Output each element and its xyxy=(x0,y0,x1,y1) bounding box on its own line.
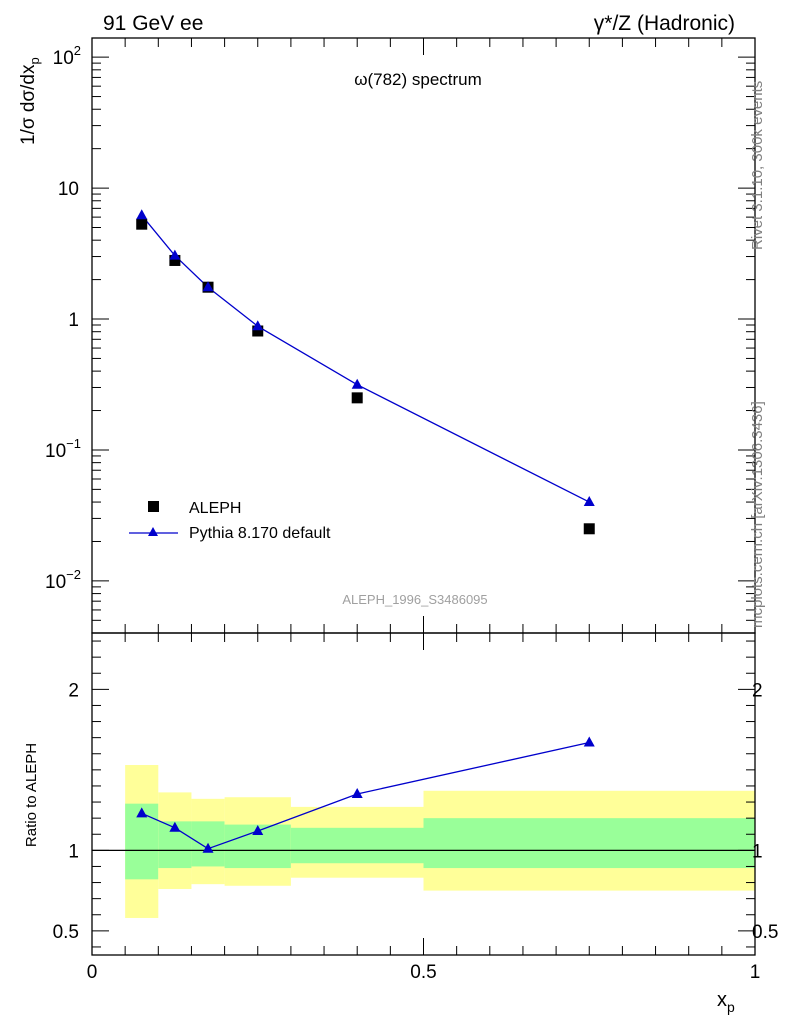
mc-point xyxy=(169,249,181,260)
ratio-mc-point xyxy=(169,821,181,832)
main-ytick-label-exp: −1 xyxy=(66,436,81,451)
ratio-marks xyxy=(136,736,595,853)
ratio-ticks: 0.5 0.5 1 1 2 2 0 0.5 1 xyxy=(53,633,778,983)
ratio-xlabel: xp xyxy=(717,989,735,1015)
side-label-top: Rivet 3.1.10, 300k events xyxy=(749,81,766,250)
main-ytick-label: 1 xyxy=(68,310,79,331)
data-point-aleph xyxy=(169,254,181,266)
ratio-mc-point xyxy=(351,788,363,798)
header-left: 91 GeV ee xyxy=(103,12,203,35)
main-marks xyxy=(136,209,595,535)
ratio-xtick-label: 0.5 xyxy=(410,962,436,983)
ratio-band-inner xyxy=(290,827,424,864)
ratio-xlabel-sub: p xyxy=(727,999,735,1015)
main-ytick-label: 102 xyxy=(53,43,81,69)
ratio-band-inner xyxy=(423,818,755,869)
ratio-ytick-label-right: 2 xyxy=(752,680,763,701)
ratio-ytick-label-left: 0.5 xyxy=(53,922,79,943)
legend: ALEPH Pythia 8.170 default xyxy=(129,500,331,542)
main-ylabel-sub: p xyxy=(27,57,42,64)
main-ytick-label: 10−1 xyxy=(45,436,81,462)
ratio-frame-rect xyxy=(91,632,756,956)
mc-point xyxy=(136,209,148,220)
ratio-ytick-label-right: 0.5 xyxy=(752,922,778,943)
ratio-xlabel-main: x xyxy=(717,989,727,1011)
main-frame-rect xyxy=(91,37,756,634)
ratio-mc-point xyxy=(252,825,264,836)
main-title: ω(782) spectrum xyxy=(354,70,482,89)
main-ytick-label-base: 10 xyxy=(53,48,74,69)
side-label-bottom: mcplots.cern.ch [arXiv:1306.3436] xyxy=(749,401,766,628)
main-ytick-label-exp: 2 xyxy=(74,43,81,58)
header-right: γ*/Z (Hadronic) xyxy=(594,12,735,35)
mc-point xyxy=(202,281,214,292)
ratio-ytick-label-right: 1 xyxy=(752,841,763,862)
ratio-panel: 0.5 0.5 1 1 2 2 0 0.5 1 Ratio to ALEPH xp xyxy=(23,632,778,1015)
ratio-xtick-label: 1 xyxy=(750,962,761,983)
legend-mc-marker xyxy=(148,527,158,536)
main-ytick-label-base: 10 xyxy=(45,572,66,593)
main-ylabel: 1/σ dσ/dxp xyxy=(18,57,42,145)
main-frame xyxy=(91,37,756,634)
ratio-ylabel: Ratio to ALEPH xyxy=(23,743,40,847)
legend-mc-label: Pythia 8.170 default xyxy=(189,525,331,542)
ratio-mc-line xyxy=(141,741,590,850)
ratio-bands xyxy=(125,765,755,918)
main-ytick-label-base: 10 xyxy=(45,441,66,462)
ratio-mc-point xyxy=(136,807,148,818)
main-ylabel-main: 1/σ dσ/dx xyxy=(18,64,39,145)
watermark: ALEPH_1996_S3486095 xyxy=(342,592,487,607)
main-ytick-label-exp: −2 xyxy=(66,567,81,582)
legend-data-label: ALEPH xyxy=(189,500,241,517)
ratio-frame xyxy=(91,632,756,956)
data-point-aleph xyxy=(136,218,148,230)
legend-data-marker xyxy=(148,501,159,512)
mc-point xyxy=(583,496,595,507)
data-point-aleph xyxy=(252,325,264,337)
ratio-ytick-label-left: 1 xyxy=(68,841,79,862)
ratio-mc-point xyxy=(202,842,214,853)
ratio-ytick-label-left: 2 xyxy=(68,680,79,701)
ratio-mc-point xyxy=(583,736,595,747)
ratio-xtick-label: 0 xyxy=(87,962,98,983)
main-ytick-label: 10 xyxy=(58,179,79,200)
data-point-aleph xyxy=(583,523,595,535)
mc-point xyxy=(351,378,363,389)
main-ytick-label: 10−2 xyxy=(45,567,81,593)
data-point-aleph xyxy=(351,392,363,404)
mc-point xyxy=(252,320,264,331)
mc-line xyxy=(141,214,590,503)
